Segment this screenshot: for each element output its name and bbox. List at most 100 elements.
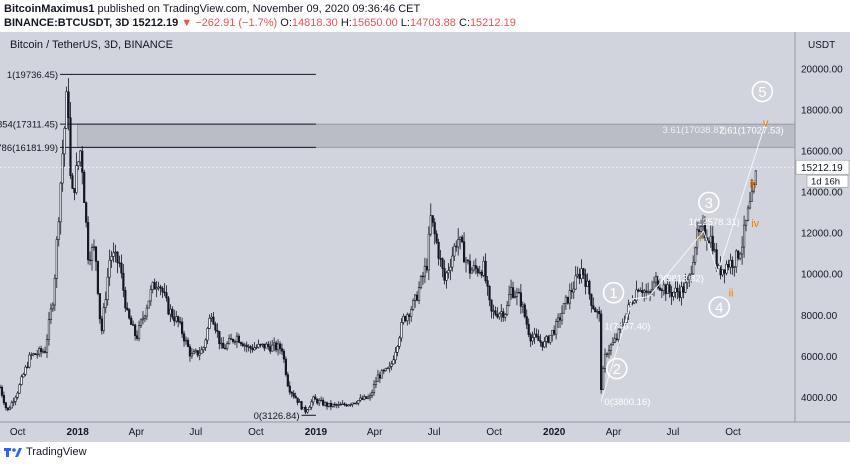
candle[interactable]	[41, 348, 45, 354]
candle[interactable]	[570, 282, 573, 299]
candle[interactable]	[241, 341, 244, 347]
candle[interactable]	[55, 236, 58, 288]
candle[interactable]	[674, 278, 677, 299]
candle[interactable]	[486, 275, 489, 296]
candle[interactable]	[308, 405, 311, 411]
candle[interactable]	[408, 312, 411, 325]
brand-name[interactable]: TradingView	[26, 446, 87, 458]
author-name[interactable]: BitcoinMaximus1	[4, 3, 95, 15]
candle[interactable]	[435, 230, 438, 245]
candle[interactable]	[652, 276, 656, 297]
candle[interactable]	[384, 367, 387, 372]
candle[interactable]	[590, 293, 593, 313]
candle[interactable]	[433, 218, 436, 245]
candle[interactable]	[4, 401, 7, 411]
wave-label-2[interactable]: 2	[606, 357, 628, 380]
candle[interactable]	[367, 394, 370, 400]
candle[interactable]	[455, 240, 458, 252]
candle[interactable]	[147, 300, 150, 309]
candle[interactable]	[723, 269, 726, 284]
candle[interactable]	[116, 251, 119, 274]
candle[interactable]	[304, 405, 307, 415]
candle[interactable]	[664, 283, 667, 301]
candle[interactable]	[151, 281, 154, 294]
candle[interactable]	[721, 269, 724, 277]
candle[interactable]	[120, 254, 123, 279]
candle[interactable]	[36, 349, 39, 359]
candle[interactable]	[161, 286, 164, 298]
candle[interactable]	[449, 258, 452, 281]
candle[interactable]	[51, 302, 54, 312]
candle[interactable]	[69, 102, 72, 180]
candle[interactable]	[259, 343, 262, 348]
candle[interactable]	[647, 282, 650, 295]
wave-label-4[interactable]: 4	[708, 296, 731, 318]
candle[interactable]	[38, 346, 41, 357]
candle[interactable]	[592, 297, 595, 310]
candle[interactable]	[135, 330, 139, 341]
candle[interactable]	[329, 400, 333, 411]
candle[interactable]	[545, 334, 548, 348]
candle[interactable]	[429, 203, 432, 237]
candle[interactable]	[596, 309, 599, 319]
candle[interactable]	[188, 344, 192, 362]
candle[interactable]	[286, 371, 289, 388]
candle[interactable]	[57, 217, 60, 247]
candle[interactable]	[318, 398, 321, 407]
candle[interactable]	[437, 238, 440, 266]
candle[interactable]	[654, 271, 658, 288]
candle[interactable]	[181, 317, 184, 338]
candle[interactable]	[316, 398, 319, 405]
candle[interactable]	[686, 276, 689, 290]
candle[interactable]	[709, 225, 712, 248]
candle[interactable]	[192, 348, 195, 355]
candle[interactable]	[598, 306, 601, 322]
candle[interactable]	[639, 287, 642, 292]
candle[interactable]	[108, 249, 111, 287]
candle[interactable]	[47, 312, 51, 346]
candle[interactable]	[261, 343, 264, 348]
candle[interactable]	[498, 312, 501, 320]
candle[interactable]	[582, 267, 585, 279]
candle[interactable]	[243, 342, 246, 352]
candle[interactable]	[701, 214, 705, 239]
candle[interactable]	[212, 312, 215, 325]
candle[interactable]	[490, 299, 493, 319]
candle[interactable]	[374, 376, 378, 388]
candle[interactable]	[10, 400, 13, 409]
candle[interactable]	[412, 298, 415, 311]
candle[interactable]	[210, 313, 213, 323]
candle[interactable]	[474, 258, 477, 275]
candle[interactable]	[363, 394, 366, 401]
candle[interactable]	[699, 219, 703, 239]
candle[interactable]	[735, 249, 738, 273]
candle[interactable]	[508, 285, 511, 307]
candle[interactable]	[34, 353, 37, 355]
candle[interactable]	[149, 285, 152, 306]
candle[interactable]	[175, 310, 178, 324]
candle[interactable]	[96, 260, 100, 296]
candle[interactable]	[566, 296, 569, 305]
candle[interactable]	[457, 228, 460, 256]
candle[interactable]	[20, 374, 23, 386]
candle[interactable]	[574, 266, 577, 290]
candle[interactable]	[222, 336, 225, 349]
candle[interactable]	[302, 406, 305, 410]
candle[interactable]	[177, 315, 180, 328]
candle[interactable]	[754, 170, 757, 186]
candle[interactable]	[386, 367, 389, 370]
candle[interactable]	[87, 216, 90, 265]
candle[interactable]	[670, 285, 673, 305]
candle[interactable]	[159, 284, 162, 296]
candle[interactable]	[492, 304, 495, 319]
candle[interactable]	[494, 306, 497, 317]
candle[interactable]	[12, 397, 15, 407]
candle[interactable]	[713, 242, 716, 253]
candle[interactable]	[167, 295, 170, 316]
candle[interactable]	[179, 316, 182, 325]
candle[interactable]	[368, 392, 372, 401]
candle[interactable]	[118, 255, 121, 268]
candle[interactable]	[165, 285, 168, 302]
candle[interactable]	[171, 306, 174, 320]
candle[interactable]	[415, 291, 419, 302]
